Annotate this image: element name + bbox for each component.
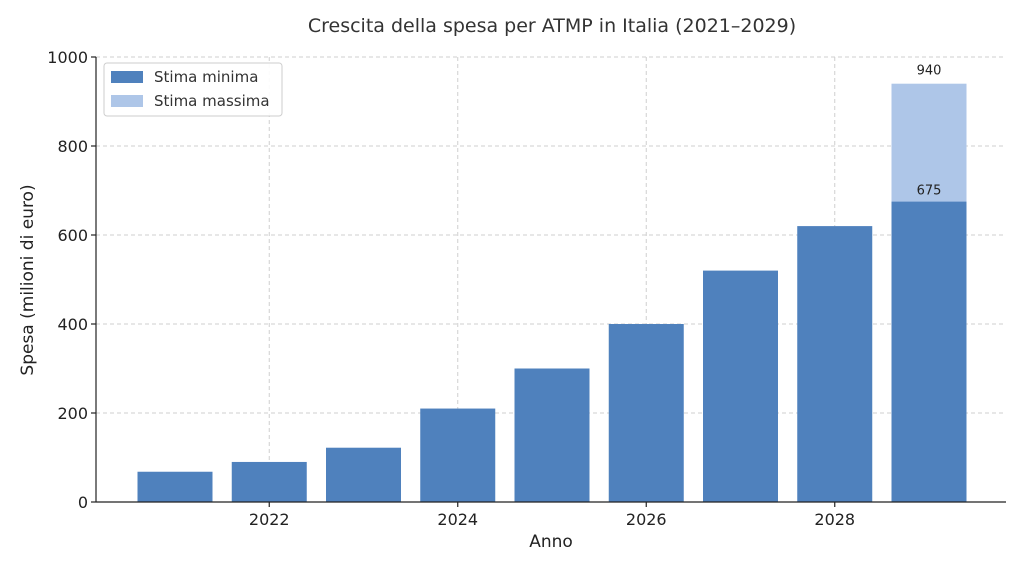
y-axis-label: Spesa (milioni di euro) [18,184,38,375]
axes-layer [95,57,1006,503]
legend-swatch [111,95,143,107]
bar-stima-minima [137,471,213,502]
legend: Stima minima Stima massima [103,62,283,117]
legend-swatch [111,71,143,83]
bar-stima-minima [514,368,590,502]
chart-title: Crescita della spesa per ATMP in Italia … [308,15,796,37]
bar-stima-minima [420,408,496,502]
y-tick-label: 600 [57,226,88,245]
bar-stima-minima [608,324,684,502]
x-tick-label: 2024 [437,510,478,529]
data-labels-layer: 940 675 [917,64,942,199]
bar-stima-minima [231,461,307,502]
y-tick-label: 400 [57,315,88,334]
bar-stima-minima [797,226,873,502]
legend-label: Stima massima [154,92,270,110]
data-label-min: 675 [917,184,942,199]
legend-box [103,62,283,117]
x-tick-label: 2022 [249,510,290,529]
x-tick-label: 2028 [814,510,855,529]
y-tick-label: 1000 [47,48,88,67]
y-tick-label: 0 [78,493,88,512]
y-tick-label: 200 [57,404,88,423]
legend-label: Stima minima [154,68,258,86]
ticks-layer: 0 200 400 600 800 1000 2022 2024 2026 2028 [47,48,855,529]
bar-stima-minima [891,201,967,502]
data-label-max: 940 [917,64,942,79]
x-tick-label: 2026 [626,510,667,529]
bars-layer [137,83,967,502]
bar-stima-minima [326,447,401,502]
bar-stima-minima [703,270,778,502]
y-tick-label: 800 [57,137,88,156]
x-axis-label: Anno [529,532,573,552]
